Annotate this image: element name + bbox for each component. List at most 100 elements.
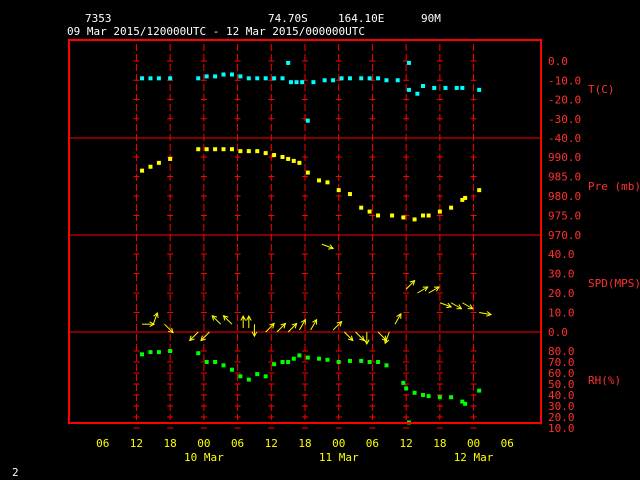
grid [69, 44, 541, 429]
value-tick-label: -20.0 [548, 94, 581, 107]
humidity-point [359, 358, 364, 363]
wind-shaft [417, 286, 429, 294]
humidity-point [297, 353, 302, 358]
temperature-point [421, 84, 425, 89]
wind-arrow [240, 315, 247, 329]
humidity-point [255, 372, 260, 377]
wind-arrow [222, 314, 233, 325]
pressure-point [426, 213, 431, 218]
wind-arrow [287, 322, 298, 333]
temperature-point [454, 85, 459, 90]
temperature-point [406, 87, 411, 92]
wind-shaft [332, 321, 342, 331]
longitude: 164.10E [338, 12, 384, 25]
value-tick-label: 10.0 [548, 307, 575, 320]
humidity-point [238, 374, 243, 379]
temperature-point [288, 80, 293, 85]
x-tick-label: 00 [467, 437, 480, 450]
humidity-point [325, 357, 330, 362]
wind-arrow [211, 314, 222, 325]
panel-label: SPD(MPS) [588, 277, 640, 290]
wind-shaft [164, 323, 174, 334]
wind-head [245, 315, 252, 321]
wind-shaft [298, 319, 306, 331]
pressure-point [317, 178, 322, 183]
value-tick-label: 0.0 [548, 326, 568, 339]
wind-arrow [276, 322, 287, 333]
humidity-point [213, 360, 218, 364]
wind-head [486, 311, 493, 317]
wind-shaft [377, 331, 387, 341]
temperature-point [168, 76, 173, 81]
humidity-point [156, 350, 161, 355]
pressure-point [347, 192, 352, 197]
temperature-point [148, 76, 153, 81]
pressure-point [460, 197, 465, 202]
wind-arrow [363, 332, 370, 346]
wind-head [168, 327, 174, 334]
wind-shaft [439, 302, 452, 308]
wind-head [211, 314, 218, 321]
pressure-point [390, 213, 395, 218]
temperature-point [367, 76, 372, 81]
wind-arrow [417, 286, 429, 294]
value-tick-label: 980.0 [548, 190, 581, 203]
wind-shaft [211, 315, 222, 325]
humidity-point [246, 377, 251, 382]
wind-head [269, 322, 275, 329]
humidity-point [426, 394, 431, 399]
humidity-point [376, 360, 381, 364]
wind-shaft [405, 280, 415, 290]
humidity-point [204, 360, 209, 364]
wind-arrow [450, 302, 463, 310]
value-tick-label: 50.0 [548, 378, 575, 391]
x-tick-label: 12 [130, 437, 143, 450]
value-tick-label: 975.0 [548, 210, 581, 223]
temperature-point [294, 80, 299, 85]
humidity-point [404, 386, 409, 391]
temperature-point [272, 76, 277, 81]
pressure-point [280, 155, 285, 159]
station-id: 7353 [85, 12, 112, 25]
humidity-point [449, 395, 454, 400]
pressure-point [367, 209, 372, 214]
temperature-point [347, 76, 352, 81]
wind-shaft [355, 331, 365, 341]
wind-arrow [200, 331, 210, 342]
humidity-point [196, 351, 201, 356]
temperature-point [395, 78, 400, 83]
wind-head [347, 335, 354, 342]
wind-arrow [189, 331, 199, 342]
wind-shaft [321, 243, 334, 249]
temperature-point [477, 87, 482, 92]
value-tick-label: 40.0 [548, 248, 575, 261]
pressure-point [140, 168, 145, 173]
wind-shaft [276, 323, 286, 333]
value-tick-label: 60.0 [548, 367, 575, 380]
value-tick-label: 20.0 [548, 287, 575, 300]
wind-head [336, 320, 343, 327]
humidity-point [148, 350, 153, 355]
temperature-point [255, 76, 260, 81]
humidity-point [412, 390, 417, 395]
humidity-point [367, 360, 372, 364]
wind-arrow [462, 302, 474, 310]
humidity-point [347, 358, 352, 363]
wind-arrow [428, 286, 440, 294]
wind-shaft [310, 319, 318, 331]
temperature-point [286, 60, 291, 65]
value-tick-label: -40.0 [548, 132, 581, 145]
pressure-point [421, 213, 425, 218]
x-tick-label: 06 [366, 437, 379, 450]
humidity-point [140, 352, 145, 357]
pressure-point [359, 205, 364, 210]
wind-arrow [152, 311, 159, 325]
wind-head [363, 339, 370, 346]
wind-arrow [251, 324, 258, 338]
station-height: 90M [421, 12, 441, 25]
data-marks [140, 60, 493, 425]
wind-arrow [355, 331, 365, 342]
x-tick-label: 12 [400, 437, 413, 450]
wind-head [409, 279, 416, 286]
